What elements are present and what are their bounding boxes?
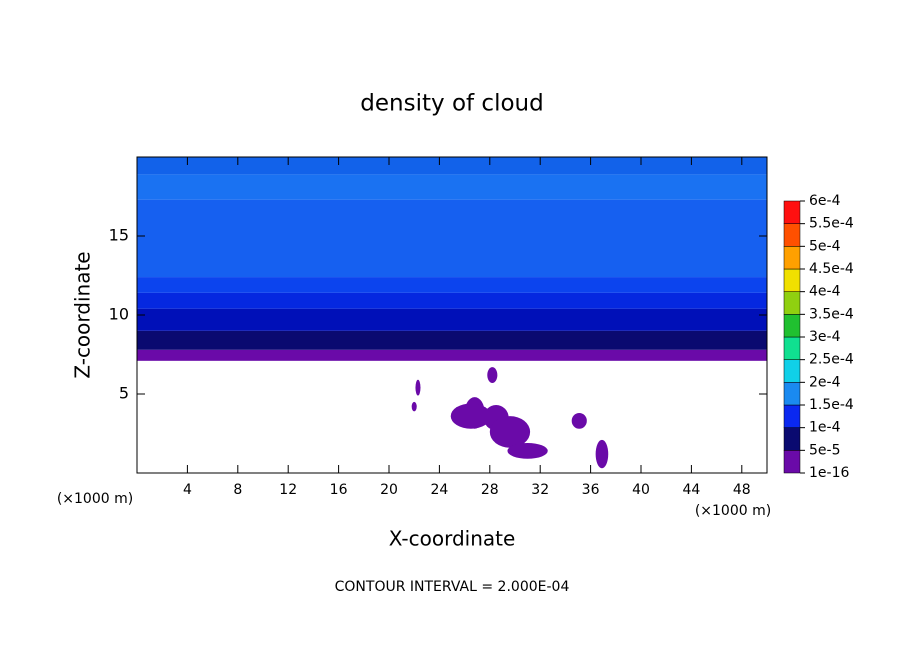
- x-tick-label: 16: [330, 482, 348, 498]
- contour-band: [137, 174, 767, 200]
- x-tick-label: 48: [733, 482, 751, 498]
- contour-band: [137, 157, 767, 175]
- contour-cell: [489, 416, 531, 448]
- colorbar-label: 3e-4: [809, 329, 841, 345]
- chart-title: density of cloud: [360, 91, 543, 117]
- colorbar-label: 1.5e-4: [809, 397, 854, 413]
- contour-cell: [487, 367, 498, 383]
- colorbar-label: 4e-4: [809, 284, 841, 300]
- colorbar-bin: [783, 246, 801, 270]
- colorbar-bin: [783, 268, 801, 292]
- contour-band: [137, 349, 767, 361]
- x-tick-label: 8: [233, 482, 242, 498]
- colorbar-bin: [783, 291, 801, 315]
- x-tick-label: 4: [183, 482, 192, 498]
- colorbar-bin: [783, 200, 801, 224]
- colorbar-label: 3.5e-4: [809, 306, 854, 322]
- y-tick-label: 5: [119, 384, 129, 403]
- colorbar-bin: [783, 427, 801, 451]
- colorbar-bin: [783, 336, 801, 360]
- x-unit: (×1000 m): [695, 503, 771, 519]
- colorbar-label: 1e-16: [809, 465, 849, 481]
- colorbar-label: 6e-4: [809, 193, 841, 209]
- x-tick-label: 24: [430, 482, 448, 498]
- colorbar-bin: [783, 314, 801, 338]
- x-axis-label: X-coordinate: [389, 527, 516, 551]
- x-tick-label: 32: [531, 482, 549, 498]
- colorbar-bin: [783, 223, 801, 247]
- colorbar-label: 1e-4: [809, 420, 841, 436]
- contour-note: CONTOUR INTERVAL = 2.000E-04: [335, 579, 570, 595]
- y-tick-label: 15: [109, 226, 129, 245]
- x-tick-label: 36: [582, 482, 600, 498]
- contour-cell: [595, 439, 609, 469]
- x-tick-label: 40: [632, 482, 650, 498]
- colorbar-label: 5e-4: [809, 238, 841, 254]
- contour-cell: [411, 401, 417, 412]
- colorbar-bin: [783, 404, 801, 428]
- colorbar-bin: [783, 382, 801, 406]
- contour-band: [137, 292, 767, 309]
- contour-cell: [571, 412, 587, 429]
- colorbar-bin: [783, 450, 801, 474]
- contour-band: [137, 330, 767, 350]
- colorbar-label: 2e-4: [809, 374, 841, 390]
- colorbar-label: 2.5e-4: [809, 352, 854, 368]
- y-axis-label: Z-coordinate: [71, 251, 95, 378]
- colorbar-label: 5.5e-4: [809, 216, 854, 232]
- contour-band: [137, 277, 767, 293]
- colorbar-label: 5e-5: [809, 442, 840, 458]
- x-tick-label: 44: [682, 482, 700, 498]
- x-tick-label: 20: [380, 482, 398, 498]
- x-tick-label: 28: [481, 482, 499, 498]
- x-unit: (×1000 m): [57, 491, 133, 507]
- contour-band: [137, 199, 767, 278]
- y-tick-label: 10: [109, 305, 129, 324]
- contour-cell: [450, 403, 492, 429]
- contour-band: [137, 308, 767, 331]
- contour-cell: [415, 379, 421, 396]
- colorbar-bin: [783, 359, 801, 383]
- contour-cell: [507, 442, 548, 459]
- colorbar-label: 4.5e-4: [809, 261, 854, 277]
- x-tick-label: 12: [279, 482, 297, 498]
